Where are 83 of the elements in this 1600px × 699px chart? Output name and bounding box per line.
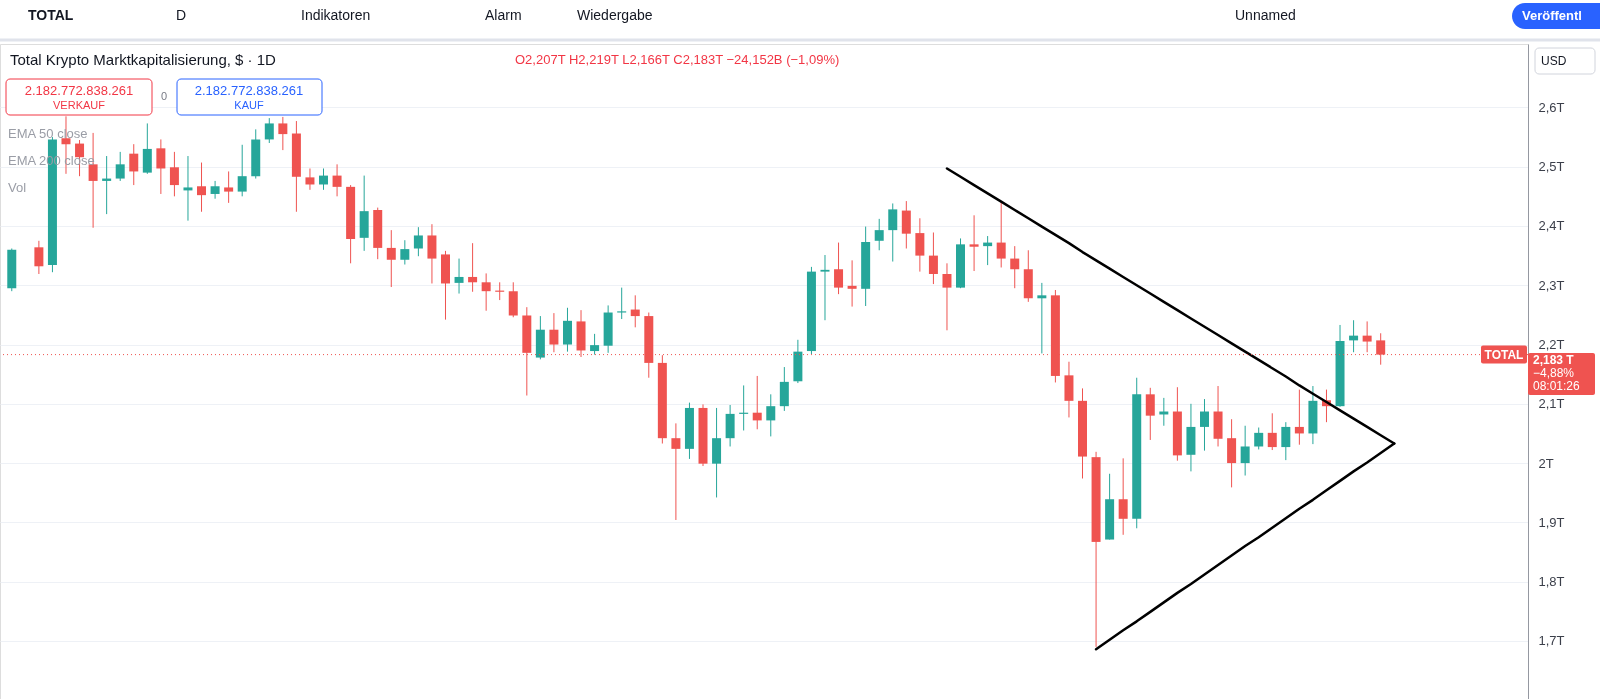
text: D bbox=[175, 7, 187, 23]
candlestick bbox=[901, 200, 911, 249]
candlestick bbox=[996, 200, 1006, 268]
candlestick bbox=[34, 240, 44, 275]
candlestick bbox=[617, 287, 627, 320]
candlestick bbox=[156, 138, 166, 195]
candlestick bbox=[197, 162, 207, 213]
candlestick bbox=[888, 202, 898, 263]
candlestick bbox=[1145, 387, 1155, 441]
candlestick bbox=[834, 242, 844, 295]
annotation: 2.182.772.838.261 bbox=[24, 83, 134, 98]
candlestick bbox=[115, 151, 125, 182]
y-tick-label: 2,1T bbox=[1538, 396, 1565, 412]
annotation: VERKAUF bbox=[53, 99, 106, 111]
candlestick bbox=[562, 307, 572, 353]
candlestick bbox=[386, 229, 396, 288]
candlestick bbox=[278, 116, 288, 151]
text: Indikatoren bbox=[301, 7, 371, 23]
text: Unnamed bbox=[1235, 7, 1296, 23]
candlestick bbox=[1199, 398, 1209, 452]
candlestick bbox=[928, 232, 938, 285]
candlestick bbox=[210, 180, 220, 200]
text: Alarm bbox=[485, 7, 522, 23]
candlestick bbox=[400, 239, 410, 266]
candlestick bbox=[1362, 320, 1372, 353]
text: −4,88% bbox=[1533, 365, 1575, 380]
candlestick bbox=[481, 272, 491, 312]
candlestick bbox=[915, 217, 925, 273]
y-tick-label: 2T bbox=[1538, 455, 1554, 471]
candlestick bbox=[169, 151, 179, 197]
candlestick bbox=[874, 218, 884, 251]
candlestick bbox=[468, 242, 478, 293]
text: TOTAL bbox=[28, 7, 74, 23]
candlestick bbox=[264, 117, 274, 144]
candlestick bbox=[224, 170, 234, 204]
candlestick bbox=[549, 312, 559, 353]
candlestick bbox=[590, 333, 600, 356]
y-tick-label: 2,2T bbox=[1538, 337, 1565, 353]
y-tick-label: 2,4T bbox=[1538, 218, 1565, 234]
candlestick bbox=[1281, 421, 1291, 461]
candlestick bbox=[1294, 389, 1304, 446]
y-tick-label: 1,7T bbox=[1538, 633, 1565, 649]
candlestick bbox=[454, 258, 464, 295]
candlestick bbox=[969, 214, 979, 272]
candlestick bbox=[413, 226, 423, 257]
text: 2,183 T bbox=[1533, 352, 1575, 367]
candlestick bbox=[1118, 457, 1128, 536]
candlestick bbox=[752, 375, 762, 430]
y-tick-label: 1,8T bbox=[1538, 574, 1565, 590]
candlestick bbox=[1010, 245, 1020, 289]
candlestick bbox=[847, 259, 857, 308]
candlestick bbox=[942, 262, 952, 331]
annotation: KAUF bbox=[234, 99, 264, 111]
y-tick-label: 1,9T bbox=[1538, 514, 1565, 530]
candlestick bbox=[1267, 412, 1277, 451]
annotation: Vol bbox=[8, 180, 27, 195]
candlestick bbox=[820, 254, 830, 321]
text: Veröffentl bbox=[1522, 8, 1582, 23]
annotation: 0 bbox=[160, 90, 168, 102]
text: Wiedergabe bbox=[577, 7, 653, 23]
candlestick bbox=[1254, 427, 1264, 450]
candlestick bbox=[427, 223, 437, 284]
candlestick bbox=[129, 143, 139, 186]
text: 08:01:26 bbox=[1533, 378, 1581, 393]
candlestick bbox=[183, 155, 193, 222]
candlestick bbox=[305, 167, 315, 191]
candlestick bbox=[1240, 425, 1250, 477]
text: USD bbox=[1541, 54, 1567, 68]
text: Total Krypto Marktkapitalisierung, $ · 1D bbox=[10, 51, 277, 68]
candlestick bbox=[142, 122, 152, 175]
candlestick bbox=[766, 393, 776, 437]
ref-line-label: TOTAL bbox=[1484, 347, 1524, 362]
candlestick bbox=[630, 294, 640, 328]
candlestick bbox=[671, 422, 681, 521]
candlestick bbox=[237, 144, 247, 197]
candlestick bbox=[332, 163, 342, 197]
y-tick-label: 2,5T bbox=[1538, 159, 1565, 175]
candlestick bbox=[319, 167, 329, 191]
text: O2,207T H2,219T L2,166T C2,183T −24,152B (−1,09%) bbox=[515, 52, 840, 67]
candlestick bbox=[1037, 282, 1047, 354]
y-tick-label: 2,6T bbox=[1538, 99, 1565, 115]
annotation: 2.182.772.838.261 bbox=[194, 83, 304, 98]
y-tick-label: 2,3T bbox=[1538, 277, 1565, 293]
